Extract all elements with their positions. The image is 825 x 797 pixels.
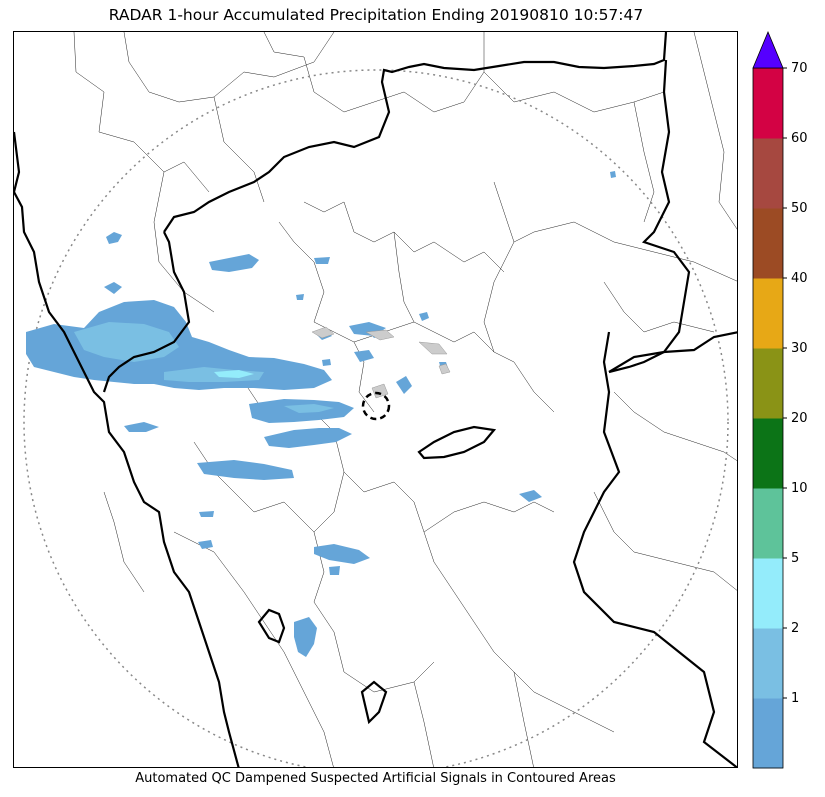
colorbar-segment [753,698,783,769]
colorbar-tick-label: 10 [791,481,808,496]
colorbar-tick-label: 1 [791,691,799,706]
radar-map[interactable] [13,31,738,768]
colorbar-segment [753,208,783,279]
qc-suspect-areas [311,326,451,399]
colorbar-extend-arrow [752,30,784,69]
colorbar-tick-label: 50 [791,201,808,216]
colorbar-segment [753,488,783,559]
radar-site-marker[interactable] [361,391,391,421]
colorbar-tick-label: 70 [791,61,808,76]
state-boundaries [14,32,737,767]
district-boundaries [73,32,737,767]
colorbar-tick-label: 60 [791,131,808,146]
colorbar-segment [753,558,783,629]
colorbar-segment [753,278,783,349]
colorbar-segment [753,418,783,489]
colorbar-segment [753,628,783,699]
map-title: RADAR 1-hour Accumulated Precipitation E… [108,6,644,24]
colorbar-tick-label: 40 [791,271,808,286]
colorbar-tick-label: 5 [791,551,799,566]
colorbar-tick-label: 30 [791,341,808,356]
qc-note: Automated QC Dampened Suspected Artifici… [135,771,616,786]
colorbar-segment [753,68,783,139]
radar-map-canvas [14,32,737,767]
colorbar-tick-label: 20 [791,411,808,426]
precipitation-colorbar: 1 2 5 10 20 30 40 50 60 70 [752,30,808,769]
colorbar-segment [753,138,783,209]
colorbar-tick-label: 2 [791,621,799,636]
radar-range-ring [23,69,729,767]
colorbar-segment [753,348,783,419]
precipitation-echoes [26,171,616,657]
